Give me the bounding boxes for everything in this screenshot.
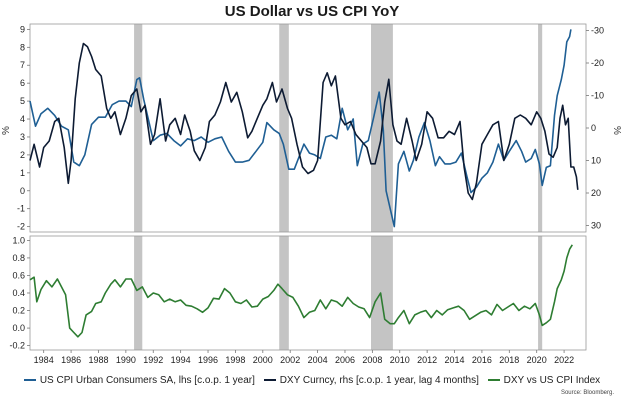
dxy-series-line [29,42,579,201]
x-axis-tick-17: 2018 [499,355,519,365]
left-axis-tick-3: 1 [20,168,25,178]
legend-item-cpi: US CPI Urban Consumers SA, lhs [c.o.p. 1… [23,374,255,386]
left-axis-tick-5: 3 [20,132,25,142]
legend-label-dxy: DXY Curncy, rhs [c.o.p. 1 year, lag 4 mo… [279,374,479,386]
x-axis-tick-14: 2012 [417,355,437,365]
recession-band-bottom-2 [370,236,393,350]
left-axis-tick-0: -2 [17,222,25,232]
legend: US CPI Urban Consumers SA, lhs [c.o.p. 1… [0,373,624,386]
x-axis-tick-1: 1986 [61,355,81,365]
x-axis-tick-11: 2006 [335,355,355,365]
legend-item-dxy: DXY Curncy, rhs [c.o.p. 1 year, lag 4 mo… [263,374,479,386]
left-axis-tick-8: 6 [20,78,25,88]
x-axis-tick-19: 2022 [554,355,574,365]
x-axis-tick-2: 1988 [88,355,108,365]
bottom-axis-tick-4: 0.6 [12,270,25,280]
left-axis-tick-7: 5 [20,96,25,106]
bottom-axis-tick-3: 0.4 [12,288,25,298]
x-axis-tick-4: 1992 [143,355,163,365]
left-axis-tick-10: 8 [20,42,25,52]
source-note: Source: Bloomberg. [560,390,614,396]
left-axis-tick-4: 2 [20,150,25,160]
x-axis-tick-0: 1984 [34,355,54,365]
x-axis-tick-18: 2020 [527,355,547,365]
x-axis-tick-7: 1998 [225,355,245,365]
recession-band-top-0 [134,24,143,232]
bottom-axis-tick-1: 0.0 [12,323,25,333]
bottom-axis-tick-6: 1.0 [12,235,25,245]
legend-label-ratio: DXY vs US CPI Index [503,374,601,386]
cpi-series-line [29,29,572,228]
legend-swatch-cpi [23,379,36,381]
right-axis-tick-3: 0 [591,123,596,133]
x-axis-tick-5: 1994 [171,355,191,365]
x-axis-tick-15: 2014 [445,355,465,365]
left-axis-tick-2: 0 [20,186,25,196]
legend-item-ratio: DXY vs US CPI Index [487,374,601,386]
top-panel-frame [29,23,587,233]
x-axis-tick-8: 2000 [253,355,273,365]
right-axis-tick-6: 30 [591,221,601,231]
x-axis-tick-10: 2004 [308,355,328,365]
recession-band-bottom-0 [134,236,143,350]
left-axis-tick-1: -1 [17,204,25,214]
recession-band-top-1 [279,24,289,232]
legend-swatch-ratio [487,379,500,381]
right-axis-tick-1: -20 [591,58,604,68]
right-axis-tick-5: 20 [591,188,601,198]
x-axis-tick-3: 1990 [116,355,136,365]
ratio-series-line [29,244,573,338]
legend-swatch-dxy [263,379,276,381]
left-axis-tick-6: 4 [20,114,25,124]
recession-band-top-3 [538,24,543,232]
bottom-axis-tick-5: 0.8 [12,253,25,263]
x-axis-tick-12: 2008 [362,355,382,365]
left-axis-tick-9: 7 [20,60,25,70]
right-axis-tick-2: -10 [591,91,604,101]
left-axis-tick-11: 9 [20,24,25,34]
right-axis-tick-0: -30 [591,26,604,36]
x-axis-tick-16: 2016 [472,355,492,365]
x-axis-tick-9: 2002 [280,355,300,365]
legend-label-cpi: US CPI Urban Consumers SA, lhs [c.o.p. 1… [39,374,255,386]
x-axis-tick-13: 2010 [390,355,410,365]
bottom-panel-frame [29,235,587,351]
right-axis-tick-4: 10 [591,156,601,166]
chart-title: US Dollar vs US CPI YoY [224,3,400,20]
bottom-axis-tick-2: 0.2 [12,306,25,316]
recession-band-bottom-1 [279,236,289,350]
recession-band-bottom-3 [538,236,543,350]
bottom-axis-tick-0: -0.2 [9,341,25,351]
x-axis-tick-6: 1996 [198,355,218,365]
